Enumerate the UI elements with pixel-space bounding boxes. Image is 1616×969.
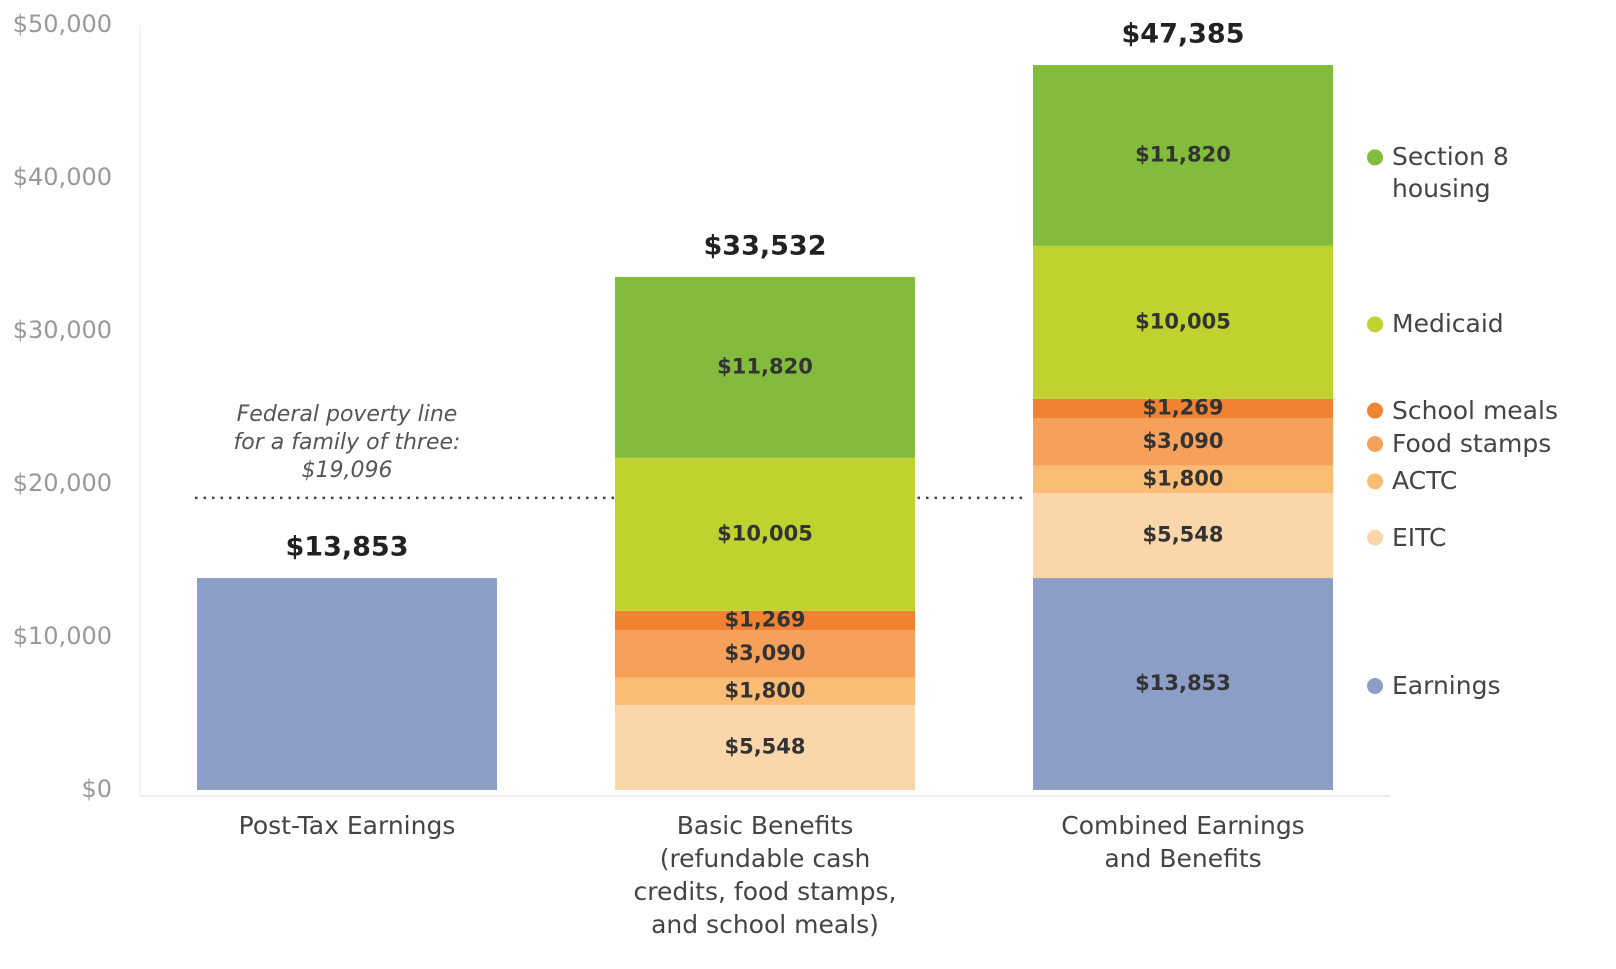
bar-segment xyxy=(1033,245,1333,399)
bar-segment xyxy=(615,677,915,706)
legend-label: School meals xyxy=(1392,395,1558,425)
bar-segment xyxy=(1033,398,1333,419)
legend-item: School meals xyxy=(1392,395,1558,425)
total-label: $13,853 xyxy=(286,532,409,563)
x-tick-label: Basic Benefits xyxy=(677,811,853,840)
legend-swatch xyxy=(1367,402,1383,419)
bar-segment xyxy=(1033,493,1333,579)
x-tick-label: and Benefits xyxy=(1104,844,1261,873)
x-tick-label: Post-Tax Earnings xyxy=(239,811,456,840)
legend-item: Earnings xyxy=(1392,671,1501,701)
bar-segment xyxy=(1033,578,1333,790)
x-tick-label: and school meals) xyxy=(651,910,879,939)
legend-item: EITC xyxy=(1392,522,1447,552)
legend-swatch xyxy=(1367,316,1383,333)
value-label: $3,090 xyxy=(1142,429,1223,453)
value-label: $10,005 xyxy=(1135,309,1231,333)
bar-segment xyxy=(615,457,915,611)
x-tick-label: Combined Earnings xyxy=(1061,811,1304,840)
bar-segment xyxy=(1033,65,1333,246)
bar-segment xyxy=(615,630,915,678)
legend-label: EITC xyxy=(1392,522,1447,552)
legend-item: Food stamps xyxy=(1392,428,1552,458)
x-tick-label: credits, food stamps, xyxy=(634,877,897,906)
bar-segment xyxy=(1033,418,1333,466)
bar-segment xyxy=(615,705,915,790)
value-label: $1,800 xyxy=(724,678,805,702)
total-label: $47,385 xyxy=(1122,19,1245,50)
value-label: $11,820 xyxy=(1135,142,1231,166)
value-label: $10,005 xyxy=(717,521,813,545)
y-tick-label: $50,000 xyxy=(13,10,112,38)
legend-item: Medicaid xyxy=(1392,309,1504,339)
y-tick-label: $0 xyxy=(81,775,112,803)
legend-swatch xyxy=(1367,473,1383,490)
legend-item: ACTC xyxy=(1392,466,1458,496)
bar-segment xyxy=(197,578,497,790)
value-label: $1,800 xyxy=(1142,466,1223,490)
legend-swatch xyxy=(1367,435,1383,452)
poverty-label: Federal poverty line xyxy=(237,402,458,427)
legend-swatch xyxy=(1367,529,1383,546)
legend-item: Section 8 housing xyxy=(1392,142,1509,204)
legend-label: Section 8 housing xyxy=(1392,142,1509,204)
total-label: $33,532 xyxy=(704,230,827,261)
value-label: $5,548 xyxy=(1142,523,1223,547)
y-tick-label: $20,000 xyxy=(13,469,112,497)
value-label: $11,820 xyxy=(717,354,813,378)
y-tick-label: $40,000 xyxy=(13,163,112,191)
value-label: $5,548 xyxy=(724,735,805,759)
value-label: $1,269 xyxy=(1142,396,1223,420)
bar-segment xyxy=(1033,465,1333,494)
x-tick-label: (refundable cash xyxy=(660,844,871,873)
y-tick-label: $10,000 xyxy=(13,622,112,650)
legend-label: Earnings xyxy=(1392,671,1501,701)
value-label: $13,853 xyxy=(1135,671,1231,695)
y-tick-label: $30,000 xyxy=(13,316,112,344)
poverty-label: $19,096 xyxy=(302,458,393,483)
value-label: $1,269 xyxy=(724,608,805,632)
legend-label: Medicaid xyxy=(1392,309,1504,339)
legend-swatch xyxy=(1367,678,1383,695)
legend-swatch xyxy=(1367,149,1383,166)
legend-label: Food stamps xyxy=(1392,428,1552,458)
value-label: $3,090 xyxy=(724,641,805,665)
legend-label: ACTC xyxy=(1392,466,1458,496)
bar-segment xyxy=(615,276,915,458)
bar-segment xyxy=(615,610,915,631)
poverty-label: for a family of three: xyxy=(234,430,461,455)
